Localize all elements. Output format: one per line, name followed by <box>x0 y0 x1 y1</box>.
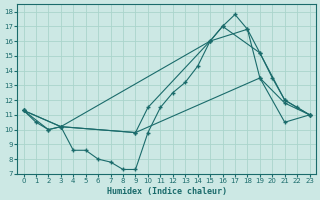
X-axis label: Humidex (Indice chaleur): Humidex (Indice chaleur) <box>107 187 227 196</box>
